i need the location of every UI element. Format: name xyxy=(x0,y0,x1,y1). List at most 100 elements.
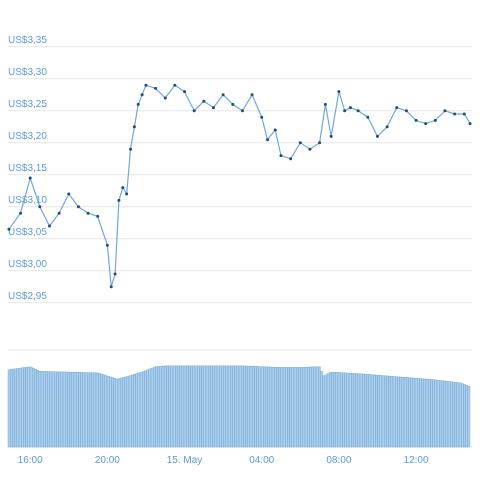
volume-bar xyxy=(397,376,400,448)
price-point xyxy=(221,93,225,97)
volume-bar xyxy=(223,365,227,448)
volume-bar xyxy=(439,380,442,448)
volume-bar xyxy=(188,365,191,448)
price-point xyxy=(343,109,347,113)
volume-bar xyxy=(238,365,242,448)
volume-bar xyxy=(324,374,328,448)
price-line xyxy=(8,84,471,287)
price-point xyxy=(273,128,277,132)
volume-bar xyxy=(410,377,414,448)
volume-bar xyxy=(216,365,220,448)
volume-bar xyxy=(181,365,185,448)
price-point xyxy=(329,134,333,138)
volume-bar xyxy=(465,385,469,448)
volume-bar xyxy=(329,372,332,448)
price-point xyxy=(76,205,80,209)
price-point xyxy=(19,211,23,215)
price-point xyxy=(211,106,215,110)
volume-bar xyxy=(412,377,416,448)
volume-bar xyxy=(183,365,187,448)
volume-bar xyxy=(163,365,167,448)
volume-bar xyxy=(130,374,134,448)
volume-bar xyxy=(43,371,46,448)
volume-bar xyxy=(304,366,308,448)
x-tick-label: 20:00 xyxy=(95,455,120,466)
volume-bar xyxy=(157,366,161,448)
volume-bar xyxy=(7,369,11,448)
volume-bar xyxy=(423,378,427,448)
volume-bar xyxy=(258,366,262,448)
price-series xyxy=(7,83,472,289)
volume-bar xyxy=(298,367,301,448)
volume-bar xyxy=(102,374,105,448)
price-point xyxy=(57,211,61,215)
volume-bar xyxy=(95,372,99,448)
volume-bar xyxy=(322,375,326,448)
volume-bar xyxy=(434,379,438,448)
volume-bar xyxy=(421,378,425,448)
volume-bar xyxy=(313,366,317,448)
volume-bar xyxy=(247,365,251,448)
volume-bar xyxy=(289,367,293,448)
price-point xyxy=(462,112,466,116)
volume-bar xyxy=(108,376,112,448)
volume-bar xyxy=(245,365,249,448)
volume-bar xyxy=(135,373,139,448)
price-point xyxy=(113,272,117,276)
volume-bars xyxy=(7,365,471,448)
volume-bar xyxy=(196,365,200,448)
volume-bar xyxy=(115,378,119,448)
volume-bar xyxy=(150,367,154,448)
volume-bar xyxy=(417,378,420,448)
volume-bar xyxy=(458,382,462,448)
y-tick-label: US$2,95 xyxy=(8,291,47,302)
volume-bar xyxy=(86,372,90,448)
volume-bar xyxy=(170,365,174,448)
volume-bar xyxy=(126,376,130,448)
volume-bar xyxy=(203,365,207,448)
volume-bar xyxy=(166,365,169,448)
y-tick-label: US$3,15 xyxy=(8,163,47,174)
volume-bar xyxy=(144,370,147,448)
volume-bar xyxy=(430,379,433,448)
volume-bar xyxy=(285,367,288,448)
volume-bar xyxy=(320,371,323,448)
volume-bar xyxy=(364,373,367,448)
volume-bar xyxy=(467,386,471,448)
volume-bar xyxy=(25,366,29,448)
volume-bar xyxy=(456,382,460,448)
price-point xyxy=(240,109,244,113)
volume-bar xyxy=(392,376,396,448)
price-point xyxy=(86,211,90,215)
volume-bar xyxy=(97,373,101,448)
volume-bar xyxy=(190,365,194,448)
volume-bar xyxy=(263,366,266,448)
volume-bar xyxy=(342,372,345,448)
price-point xyxy=(173,83,177,87)
price-point xyxy=(414,118,418,122)
volume-bar xyxy=(159,366,163,448)
volume-bar xyxy=(152,366,156,448)
volume-bar xyxy=(71,371,75,448)
volume-bar xyxy=(73,372,77,448)
volume-bar xyxy=(406,377,409,448)
volume-bar xyxy=(227,365,231,448)
volume-bar xyxy=(236,365,240,448)
volume-bar xyxy=(113,378,116,448)
volume-bar xyxy=(34,368,37,448)
volume-bar xyxy=(368,374,372,448)
volume-bar xyxy=(58,371,61,448)
y-tick-label: US$3,20 xyxy=(8,131,47,142)
volume-bar xyxy=(45,371,48,448)
volume-bar xyxy=(36,370,39,448)
volume-bar xyxy=(155,366,158,448)
price-point xyxy=(279,154,283,158)
price-point xyxy=(7,227,11,231)
volume-bar xyxy=(280,367,284,448)
volume-bar xyxy=(192,365,196,448)
volume-bar xyxy=(179,365,183,448)
price-point xyxy=(468,122,472,126)
volume-bar xyxy=(60,371,64,448)
price-point xyxy=(298,141,302,145)
